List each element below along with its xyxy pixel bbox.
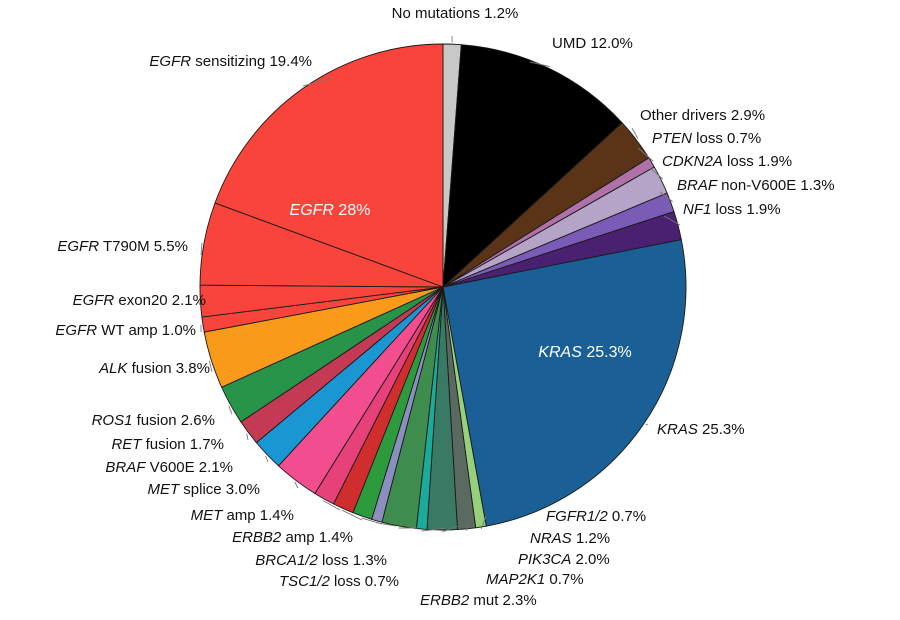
slice-label: PTEN loss 0.7% bbox=[652, 130, 761, 147]
slice-label: FGFR1/2 0.7% bbox=[546, 508, 646, 525]
slice-label: EGFR exon20 2.1% bbox=[73, 292, 206, 309]
leader-line bbox=[646, 424, 649, 425]
slice-label: EGFR WT amp 1.0% bbox=[55, 322, 196, 339]
slice-label: MAP2K1 0.7% bbox=[486, 571, 584, 588]
slice-label: TSC1/2 loss 0.7% bbox=[279, 573, 399, 590]
leader-line bbox=[201, 243, 202, 255]
slice-label: BRAF V600E 2.1% bbox=[105, 459, 233, 476]
leader-line bbox=[266, 456, 268, 462]
inner-group-label: EGFR 28% bbox=[290, 202, 371, 219]
slice-label: RET fusion 1.7% bbox=[111, 436, 224, 453]
slice-label: EGFR T790M 5.5% bbox=[57, 238, 188, 255]
slice-label: ALK fusion 3.8% bbox=[98, 360, 210, 377]
slice-label: BRAF non-V600E 1.3% bbox=[677, 177, 835, 194]
slice-label: CDKN2A loss 1.9% bbox=[662, 153, 792, 170]
slice-label: NF1 loss 1.9% bbox=[683, 201, 781, 218]
slice-label: MET amp 1.4% bbox=[191, 507, 294, 524]
slice-label: PIK3CA 2.0% bbox=[518, 551, 610, 568]
slice-label: MET splice 3.0% bbox=[147, 481, 260, 498]
slice-label: Other drivers 2.9% bbox=[640, 107, 765, 124]
pie-slices bbox=[200, 44, 686, 530]
slice-label: No mutations 1.2% bbox=[392, 5, 519, 22]
slice-label: KRAS 25.3% bbox=[657, 421, 745, 438]
slice-label: ROS1 fusion 2.6% bbox=[92, 412, 215, 429]
inner-group-label: KRAS 25.3% bbox=[538, 344, 631, 361]
leader-line bbox=[247, 434, 248, 440]
leader-line bbox=[295, 482, 298, 488]
slice-label: EGFR sensitizing 19.4% bbox=[149, 53, 312, 70]
slice-label: UMD 12.0% bbox=[552, 35, 633, 52]
slice-label: ERBB2 mut 2.3% bbox=[420, 592, 537, 609]
pie-slice bbox=[443, 240, 686, 526]
slice-label: BRCA1/2 loss 1.3% bbox=[255, 552, 387, 569]
slice-label: NRAS 1.2% bbox=[530, 530, 610, 547]
slice-label: ERBB2 amp 1.4% bbox=[232, 529, 353, 546]
